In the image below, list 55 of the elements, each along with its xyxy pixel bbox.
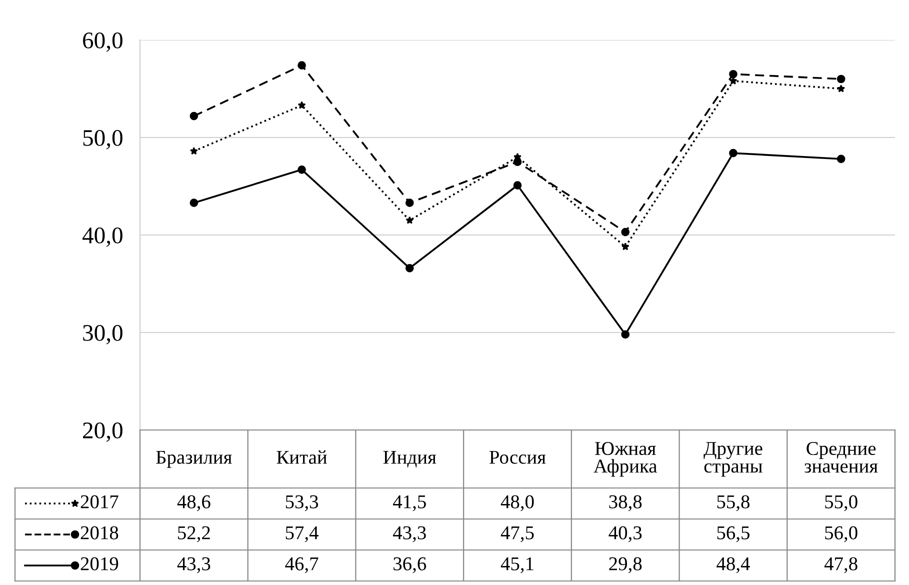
y-tick-label: 30,0 bbox=[83, 324, 122, 344]
point bbox=[621, 242, 630, 250]
x-tick-label: Россия bbox=[489, 450, 546, 464]
data-label: 41,5 bbox=[393, 495, 426, 512]
data-label: 56,0 bbox=[825, 526, 858, 542]
data-label: 47,8 bbox=[824, 557, 858, 574]
y-tick-label: 50,0 bbox=[83, 130, 122, 150]
point bbox=[298, 166, 306, 174]
point bbox=[405, 264, 414, 272]
data-label: 55,0 bbox=[825, 495, 858, 512]
point bbox=[513, 181, 522, 190]
x-tick-label: Средние значения bbox=[804, 442, 878, 473]
legend-label: 2017 bbox=[80, 495, 118, 508]
x-tick-label: Бразилия bbox=[156, 450, 232, 468]
legend-label: 2019 bbox=[80, 557, 118, 570]
x-tick-label: Другие страны bbox=[704, 442, 762, 477]
legend-label: 2018 bbox=[80, 526, 118, 540]
y-tick-label: 60,0 bbox=[83, 32, 122, 52]
data-label: 48,0 bbox=[500, 495, 534, 512]
point bbox=[190, 198, 198, 207]
point bbox=[836, 74, 846, 84]
data-label: 29,8 bbox=[609, 557, 642, 574]
data-label: 48,6 bbox=[177, 495, 210, 512]
point bbox=[298, 101, 306, 109]
data-label: 57,4 bbox=[286, 526, 318, 542]
data-label: 53,3 bbox=[286, 495, 318, 512]
data-label: 46,7 bbox=[285, 557, 318, 574]
data-label: 55,8 bbox=[717, 495, 750, 512]
y-tick-label: 40,0 bbox=[82, 227, 122, 247]
point bbox=[836, 154, 846, 164]
point bbox=[298, 61, 306, 70]
data-label: 56,5 bbox=[717, 526, 750, 542]
point bbox=[190, 146, 198, 155]
point bbox=[406, 216, 414, 224]
point bbox=[190, 112, 198, 120]
x-tick-label: Южная Африка bbox=[594, 442, 658, 477]
point bbox=[837, 84, 846, 92]
data-label: 52,2 bbox=[178, 526, 210, 542]
point bbox=[621, 228, 630, 236]
point bbox=[729, 70, 738, 78]
data-label: 48,4 bbox=[716, 557, 750, 574]
data-label: 40,3 bbox=[608, 526, 642, 542]
data-label: 36,6 bbox=[394, 557, 426, 574]
point bbox=[405, 198, 414, 207]
point bbox=[621, 330, 630, 339]
data-label: 47,5 bbox=[500, 526, 534, 542]
data-label: 38,8 bbox=[609, 495, 642, 512]
point bbox=[729, 148, 738, 158]
y-tick-label: 20,0 bbox=[83, 422, 122, 442]
data-label: 43,3 bbox=[177, 557, 210, 574]
x-tick-label: Индия bbox=[383, 450, 436, 468]
x-tick-label: Китай bbox=[276, 450, 327, 464]
data-label: 43,3 bbox=[393, 526, 426, 542]
data-label: 45,1 bbox=[500, 557, 534, 574]
point bbox=[513, 158, 522, 166]
